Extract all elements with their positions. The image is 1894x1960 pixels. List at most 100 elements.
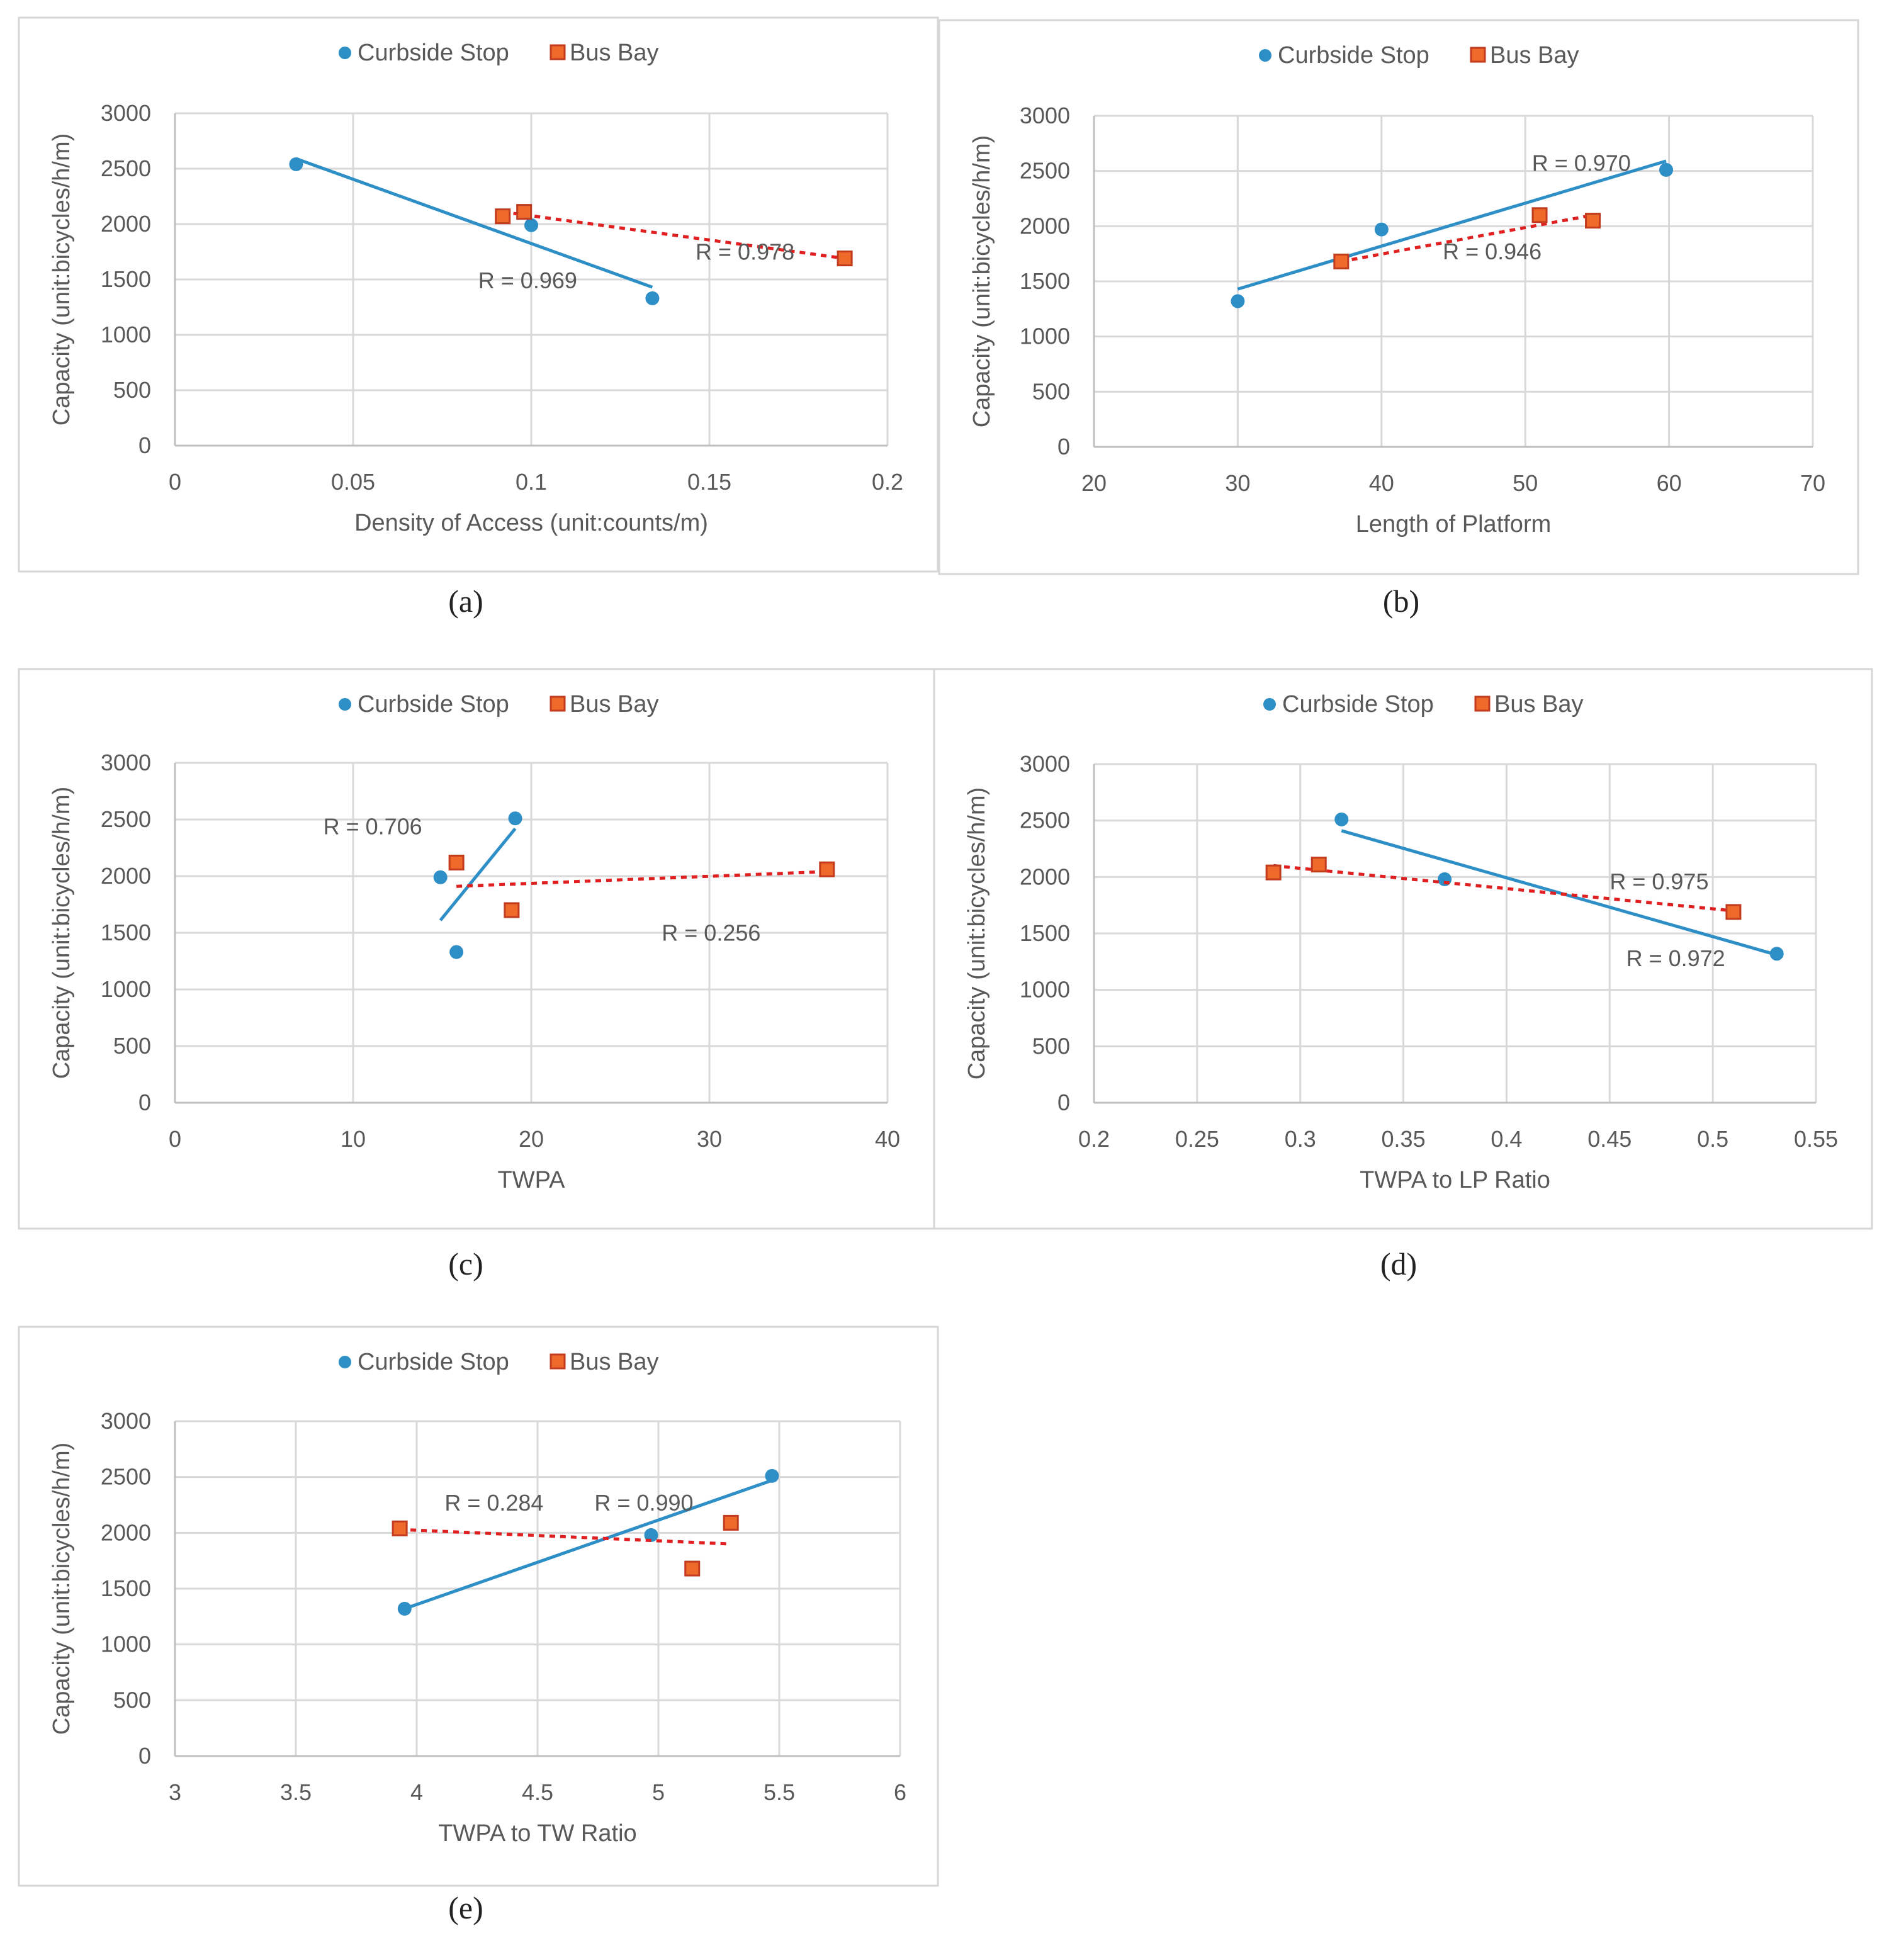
legend-curbside-label: Curbside Stop [358,40,509,66]
curbside-r-label: R = 0.969 [478,268,577,293]
legend-curbside-marker [1259,49,1271,62]
curbside-point [433,870,448,884]
y-tick-label: 2000 [1020,213,1070,239]
legend-curbside-label: Curbside Stop [1278,42,1429,69]
y-tick-label: 500 [113,1687,151,1713]
legend-busbay-label: Bus Bay [570,40,659,66]
x-tick-label: 0.25 [1175,1126,1219,1152]
y-tick-label: 500 [113,377,151,403]
chart-panel-a: 0 500 1000 1500 2000 2500 3000 0 0.05 0.1 0.15 0.2 D… [18,16,939,619]
busbay-point [1265,864,1282,881]
y-tick-label: 3000 [1020,751,1070,777]
busbay-r-label: R = 0.284 [444,1490,543,1516]
y-tick-label: 2500 [101,806,151,832]
legend-curbside-marker [339,1356,351,1368]
x-axis-title: Density of Access (unit:counts/m) [354,510,708,536]
panel-frame [938,19,1859,575]
y-tick-label: 3000 [101,750,151,775]
x-tick-label: 0.1 [516,469,547,495]
y-tick-label: 2500 [101,155,151,181]
x-tick-label: 0.05 [331,469,375,495]
y-tick-label: 2000 [101,211,151,237]
y-tick-label: 2500 [1020,808,1070,833]
curbside-trendline [1237,159,1667,291]
y-tick-label: 1000 [101,976,151,1002]
busbay-r-label: R = 0.978 [696,239,794,264]
x-tick-label: 0.3 [1285,1126,1316,1152]
x-tick-label: 40 [1369,470,1394,496]
legend-curbside-marker [339,698,351,711]
legend-busbay-marker [550,696,566,712]
x-tick-label: 4 [410,1779,423,1805]
busbay-point [448,854,465,870]
x-tick-label: 4.5 [522,1779,553,1805]
y-tick-label: 0 [1057,1090,1070,1115]
x-tick-label: 0.15 [687,469,731,495]
busbay-point [723,1514,739,1531]
y-tick-label: 0 [138,1743,151,1769]
x-tick-label: 70 [1800,470,1825,496]
panel-caption: (d) [1380,1246,1417,1281]
chart-panel-c: 0 500 1000 1500 2000 2500 3000 0 10 20 30 40 TWPA Cap… [18,668,939,1281]
curbside-point [1374,222,1389,237]
curbside-trendline [1341,829,1778,957]
panel-caption: (c) [448,1246,483,1281]
busbay-r-label: R = 0.946 [1443,239,1542,264]
legend-curbside-marker [1263,698,1276,711]
panel-frame [18,668,939,1230]
busbay-trendline [400,1528,731,1546]
busbay-trendline [502,210,845,261]
x-tick-label: 0.55 [1794,1126,1838,1152]
busbay-trendline [1273,864,1734,913]
x-tick-label: 5.5 [764,1779,795,1805]
y-tick-label: 500 [113,1033,151,1059]
y-axis-title: Capacity (unit:bicycles/h/m) [48,787,75,1079]
y-axis-title: Capacity (unit:bicycles/h/m) [48,133,75,426]
x-tick-label: 30 [697,1126,722,1152]
x-tick-label: 0 [169,469,181,495]
x-tick-label: 20 [519,1126,544,1152]
x-tick-label: 0.45 [1587,1126,1632,1152]
x-tick-label: 3 [169,1779,181,1805]
y-tick-label: 1500 [101,920,151,945]
y-tick-label: 1000 [1020,324,1070,349]
x-tick-label: 0.35 [1382,1126,1426,1152]
y-tick-label: 1500 [101,266,151,292]
legend-curbside-label: Curbside Stop [1282,691,1434,718]
chart-panel-e: 0 500 1000 1500 2000 2500 3000 3 3.5 4 4.5 5 5.5 6 TWP… [18,1326,939,1925]
y-tick-label: 2000 [101,1519,151,1545]
x-tick-label: 30 [1225,470,1250,496]
x-tick-label: 0.2 [872,469,903,495]
curbside-point [1659,162,1674,177]
y-tick-label: 1000 [101,1631,151,1657]
legend-busbay-label: Bus Bay [570,691,659,718]
legend-busbay-label: Bus Bay [1494,691,1584,718]
busbay-point [392,1520,408,1536]
curbside-point [644,1528,658,1542]
y-tick-label: 1500 [1020,268,1070,294]
y-tick-label: 3000 [101,100,151,126]
curbside-point [645,291,660,305]
x-axis-title: Length of Platform [1356,511,1552,538]
y-tick-label: 1500 [101,1575,151,1601]
curbside-trendline [295,157,653,289]
y-axis-title: Capacity (unit:bicycles/h/m) [969,135,995,428]
curbside-point [449,945,464,959]
y-tick-label: 1000 [101,322,151,347]
busbay-trendline [456,870,827,888]
legend-curbside-label: Curbside Stop [358,691,509,718]
y-axis-title: Capacity (unit:bicycles/h/m) [48,1443,75,1735]
x-tick-label: 5 [652,1779,665,1805]
busbay-r-label: R = 0.256 [662,920,760,946]
busbay-point [684,1560,701,1577]
busbay-point [1311,857,1327,873]
panel-caption: (b) [1383,583,1419,619]
curbside-point [397,1601,412,1616]
busbay-point [837,251,853,267]
chart-panel-b: 0 500 1000 1500 2000 2500 3000 20 30 40 50 60 70 Leng… [938,19,1859,619]
busbay-point [1725,904,1742,920]
busbay-point [504,902,520,918]
y-tick-label: 2500 [1020,158,1070,184]
x-tick-label: 0.5 [1697,1126,1728,1152]
